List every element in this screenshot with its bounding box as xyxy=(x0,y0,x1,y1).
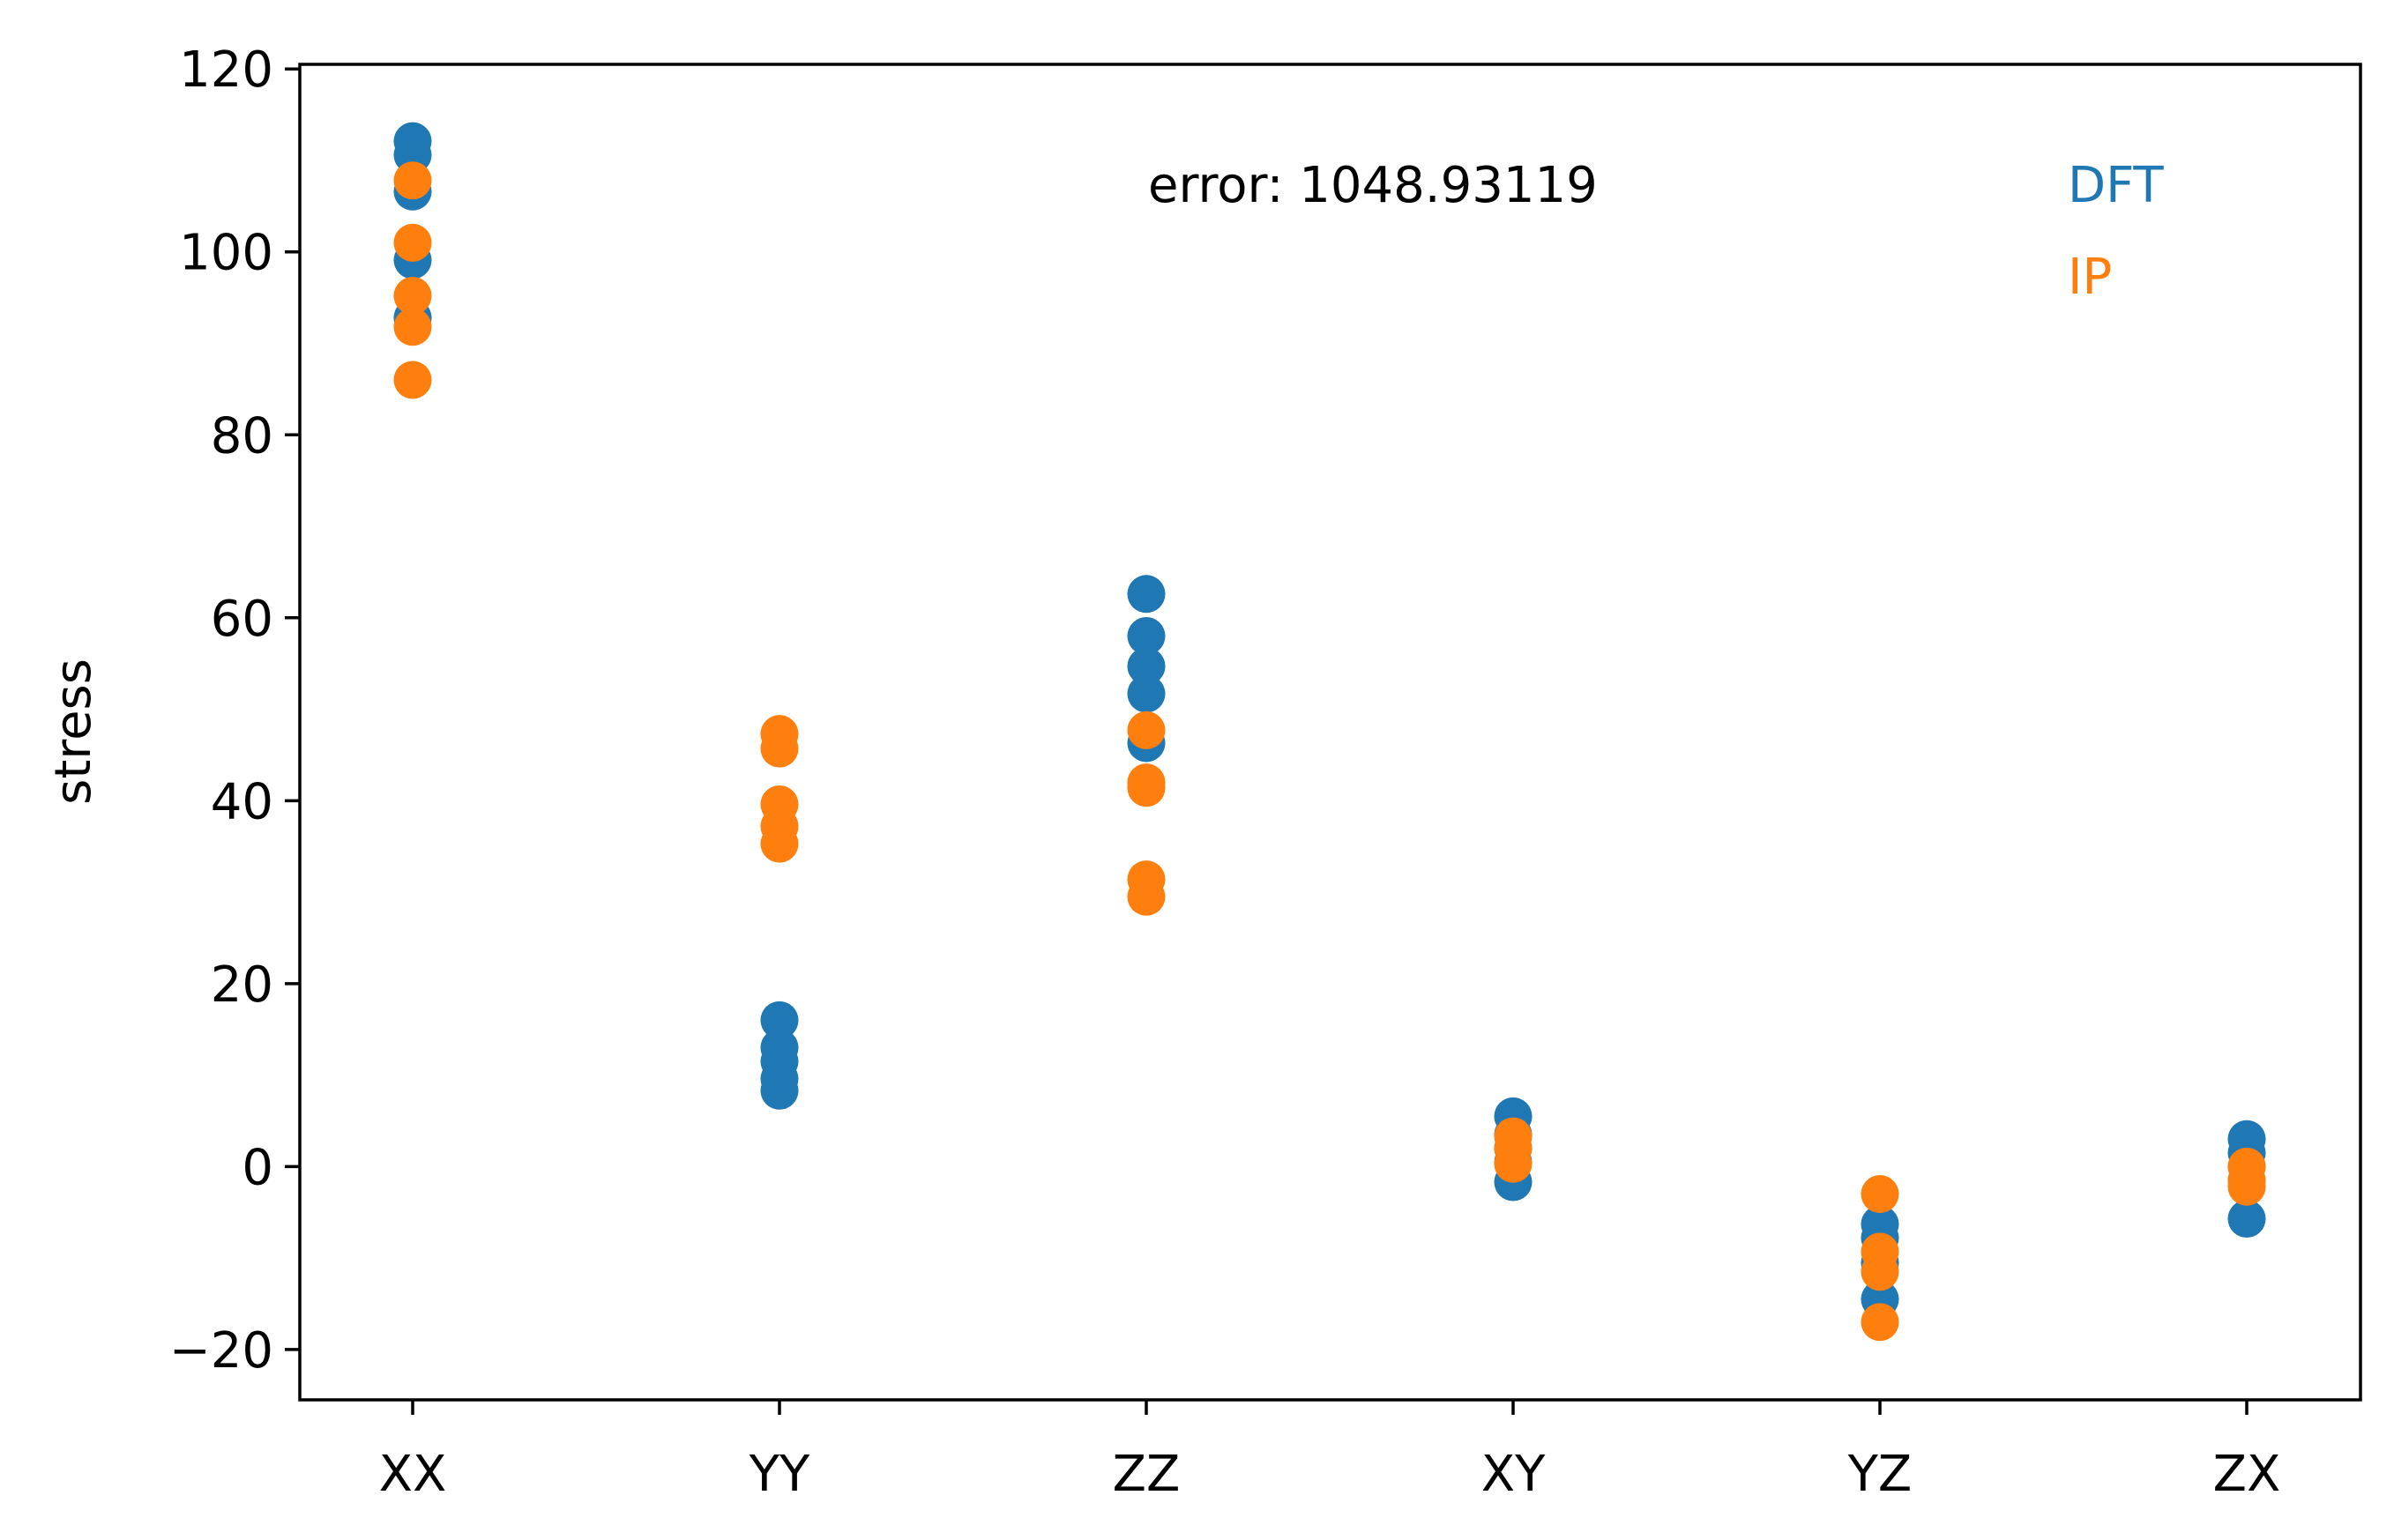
data-point-ip xyxy=(393,277,432,316)
y-axis: −20 0 20 40 60 80 100 120 xyxy=(169,41,300,1380)
data-point-ip xyxy=(1861,1303,1899,1342)
data-point-ip xyxy=(393,361,432,399)
y-tick-label: 0 xyxy=(242,1139,273,1196)
data-points xyxy=(393,122,2266,1342)
y-axis-label: stress xyxy=(45,658,102,805)
x-axis: XX YY ZZ XY YZ ZX xyxy=(379,1400,2281,1503)
data-point-ip xyxy=(1127,710,1166,749)
data-point-dft xyxy=(1127,617,1166,656)
x-tick-label: ZZ xyxy=(1113,1446,1181,1503)
data-point-ip xyxy=(760,824,799,863)
y-tick-label: 120 xyxy=(179,41,273,99)
data-point-dft xyxy=(2227,1200,2266,1239)
y-tick-label: 80 xyxy=(211,407,273,465)
data-point-dft xyxy=(760,1001,799,1039)
data-point-ip xyxy=(393,161,432,200)
series-ip xyxy=(393,161,2266,1342)
data-point-ip xyxy=(393,223,432,262)
data-point-ip xyxy=(1861,1175,1899,1214)
y-tick-label: 40 xyxy=(211,773,273,830)
y-tick-label: 100 xyxy=(179,225,273,282)
plot-frame xyxy=(298,63,2362,1402)
data-point-ip xyxy=(2227,1167,2266,1206)
x-tick-label: XY xyxy=(1481,1446,1546,1503)
legend-entry-dft: DFT xyxy=(2068,157,2164,214)
data-point-ip xyxy=(1861,1253,1899,1291)
data-point-dft xyxy=(760,1071,799,1110)
x-tick-label: ZX xyxy=(2213,1446,2281,1503)
x-tick-label: XX xyxy=(379,1446,447,1503)
error-annotation: error: 1048.93119 xyxy=(1148,157,1598,214)
data-point-dft xyxy=(1127,575,1166,614)
legend-entry-ip: IP xyxy=(2068,249,2112,306)
y-tick-label: −20 xyxy=(169,1322,273,1380)
data-point-ip xyxy=(760,729,799,768)
data-point-ip xyxy=(393,308,432,346)
data-point-dft xyxy=(1127,674,1166,713)
y-tick-label: 60 xyxy=(211,591,273,648)
data-point-ip xyxy=(1494,1144,1533,1183)
x-tick-label: YY xyxy=(749,1446,810,1503)
x-tick-label: YZ xyxy=(1847,1446,1913,1503)
data-point-ip xyxy=(1127,877,1166,916)
data-point-ip xyxy=(1127,769,1166,807)
y-tick-label: 20 xyxy=(211,956,273,1014)
data-point-dft xyxy=(1127,647,1166,686)
